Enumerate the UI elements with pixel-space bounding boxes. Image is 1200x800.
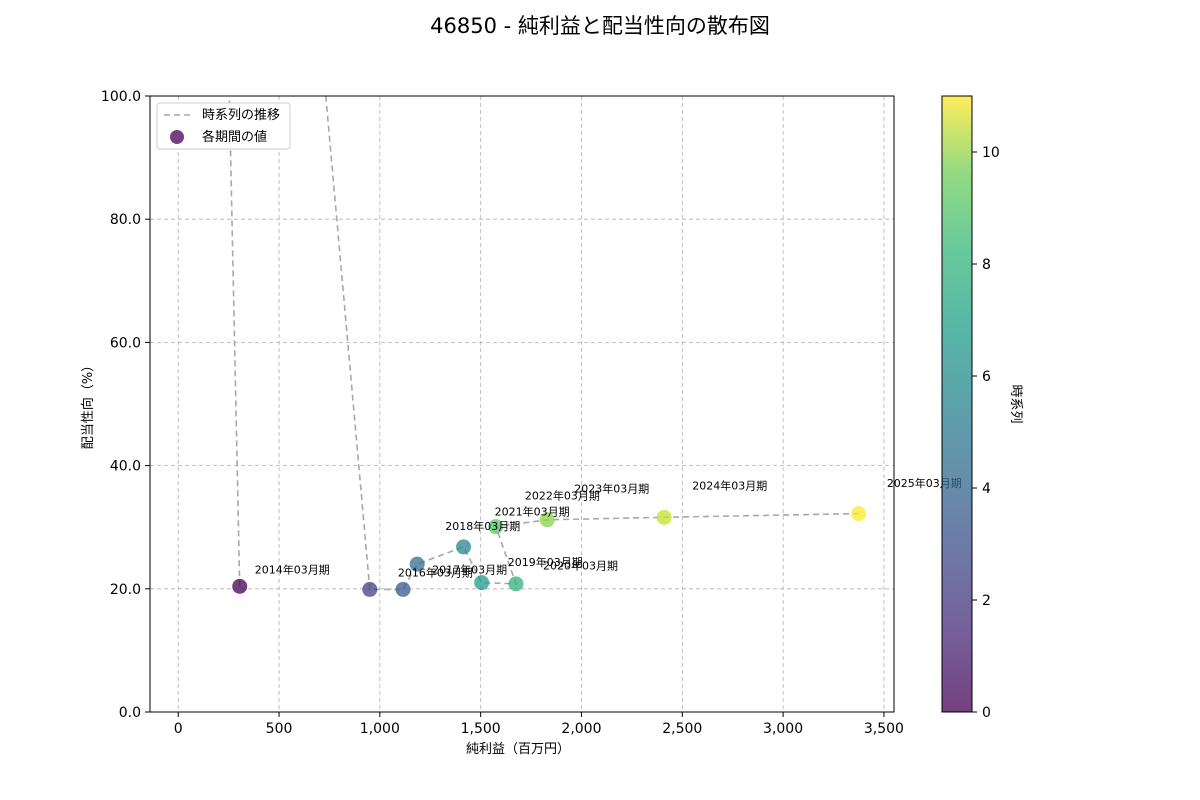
colorbar-gradient <box>942 96 972 712</box>
x-tick-label: 500 <box>266 721 293 737</box>
colorbar-tick-label: 2 <box>982 593 991 609</box>
y-tick-label: 60.0 <box>110 335 141 351</box>
point-annotation: 2014年03月期 <box>255 562 330 576</box>
colorbar-tick-label: 6 <box>982 369 991 385</box>
plot-frame <box>149 95 895 713</box>
data-point <box>395 581 411 597</box>
x-tick-label: 3,500 <box>864 721 904 737</box>
x-axis: 0 500 1,000 1,500 2,000 2,500 3,000 3,500 <box>174 712 904 737</box>
y-tick-label: 100.0 <box>101 89 141 105</box>
colorbar-tick-label: 4 <box>982 481 991 497</box>
x-tick-label: 2,500 <box>662 721 702 737</box>
grid-lines <box>150 95 894 713</box>
legend-point-label: 各期間の値 <box>202 129 267 145</box>
colorbar-tick-label: 0 <box>982 705 991 721</box>
data-point <box>232 578 248 594</box>
x-tick-label: 1,000 <box>360 721 400 737</box>
data-point <box>656 509 672 525</box>
point-annotation: 2023年03月期 <box>574 482 649 496</box>
point-annotation: 2019年03月期 <box>508 555 583 569</box>
point-annotation: 2022年03月期 <box>525 488 600 502</box>
y-tick-label: 0.0 <box>119 705 141 721</box>
x-tick-label: 3,000 <box>763 721 803 737</box>
legend: 時系列の推移 各期間の値 <box>156 102 291 150</box>
point-annotation: 2016年03月期 <box>398 565 473 579</box>
y-tick-label: 20.0 <box>110 582 141 598</box>
colorbar-tick-label: 10 <box>982 145 1000 161</box>
data-point <box>488 519 504 535</box>
colorbar-tick-label: 8 <box>982 257 991 273</box>
legend-box <box>156 102 291 150</box>
data-point <box>539 512 555 528</box>
x-tick-label: 1,500 <box>461 721 501 737</box>
legend-point-swatch <box>170 130 184 144</box>
x-tick-label: 0 <box>174 721 183 737</box>
data-point <box>456 539 472 555</box>
data-point <box>474 575 490 591</box>
y-tick-label: 40.0 <box>110 459 141 475</box>
y-tick-label: 80.0 <box>110 212 141 228</box>
x-tick-label: 2,000 <box>561 721 601 737</box>
data-point <box>362 581 378 597</box>
point-annotation: 2021年03月期 <box>495 504 570 518</box>
y-axis-label: 配当性向（%） <box>80 359 96 449</box>
colorbar-frame <box>941 95 973 713</box>
point-annotation: 2018年03月期 <box>445 519 520 533</box>
point-annotation: 2020年03月期 <box>543 559 618 573</box>
colorbar: 0 2 4 6 8 10 時系列 <box>941 95 1023 721</box>
point-annotation: 2017年03月期 <box>432 562 507 576</box>
data-points <box>232 506 867 597</box>
colorbar-ticks: 0 2 4 6 8 10 <box>972 145 1000 721</box>
legend-line-label: 時系列の推移 <box>202 108 280 123</box>
point-annotation: 2024年03月期 <box>692 479 767 493</box>
colorbar-label: 時系列 <box>1008 384 1023 423</box>
data-point <box>508 576 524 592</box>
chart-title: 46850 - 純利益と配当性向の散布図 <box>430 14 770 38</box>
data-point <box>409 556 425 572</box>
x-axis-label: 純利益（百万円） <box>466 742 570 757</box>
y-axis: 0.0 20.0 40.0 60.0 80.0 100.0 <box>101 89 150 721</box>
data-point <box>851 506 867 522</box>
